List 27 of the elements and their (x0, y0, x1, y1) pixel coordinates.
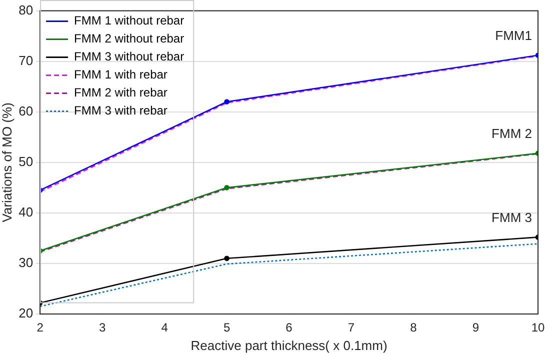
legend-label: FMM 1 without rebar (74, 14, 184, 28)
y-tick-label: 80 (18, 2, 34, 18)
x-tick-label: 8 (410, 320, 418, 335)
x-tick-label: 10 (531, 320, 545, 335)
legend-label: FMM 2 without rebar (74, 32, 184, 46)
x-tick-label: 6 (286, 320, 293, 335)
x-tick-label: 9 (472, 320, 480, 335)
annotation: FMM 2 (492, 126, 532, 141)
x-tick-label: 2 (36, 320, 44, 335)
annotation: FMM1 (495, 28, 532, 43)
legend-label: FMM 2 with rebar (74, 86, 168, 100)
annotation: FMM 3 (492, 210, 532, 225)
x-tick-label: 3 (98, 320, 106, 335)
legend-label: FMM 3 with rebar (74, 104, 168, 118)
legend-label: FMM 3 without rebar (74, 50, 184, 64)
y-tick-label: 30 (18, 255, 34, 270)
x-axis-title: Reactive part thickness( x 0.1mm) (190, 338, 388, 353)
y-tick-label: 60 (18, 103, 34, 118)
y-tick-label: 70 (18, 52, 34, 68)
x-tick-label: 7 (348, 320, 355, 335)
y-tick-label: 20 (18, 306, 34, 321)
y-tick-label: 40 (18, 204, 34, 220)
x-tick-label: 5 (223, 320, 230, 335)
y-tick-label: 50 (18, 154, 34, 169)
legend-label: FMM 1 with rebar (74, 68, 168, 82)
x-tick-label: 4 (161, 320, 168, 335)
y-axis-title: Variations of MO (%) (0, 102, 14, 222)
